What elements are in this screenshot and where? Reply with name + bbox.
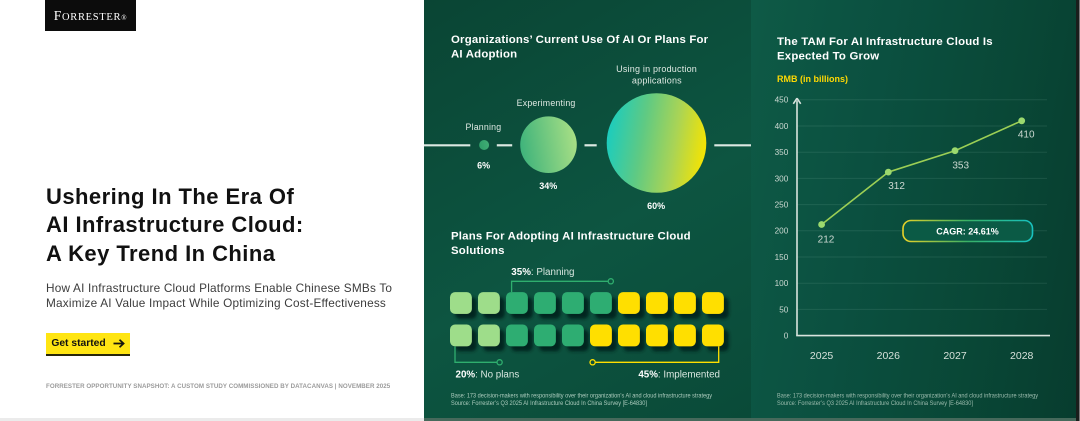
svg-text:312: 312: [888, 181, 905, 192]
svg-text:20%: No plans: 20%: No plans: [456, 370, 520, 381]
svg-text:35%: Planning: 35%: Planning: [511, 267, 574, 278]
svg-text:410: 410: [1018, 130, 1035, 141]
svg-text:300: 300: [775, 174, 789, 183]
svg-text:350: 350: [775, 148, 789, 157]
svg-text:Planning: Planning: [465, 122, 501, 132]
svg-text:Expected To Grow: Expected To Grow: [777, 51, 879, 63]
svg-text:0: 0: [784, 332, 789, 341]
svg-text:The TAM For AI Infrastructure: The TAM For AI Infrastructure Cloud Is: [777, 36, 993, 48]
svg-text:353: 353: [952, 160, 969, 171]
svg-text:applications: applications: [632, 76, 682, 86]
svg-text:2025: 2025: [810, 350, 834, 362]
svg-text:Source: Forrester’s Q3 2025 AI: Source: Forrester’s Q3 2025 AI Infrastru…: [451, 400, 647, 407]
svg-text:60%: 60%: [647, 201, 665, 211]
svg-text:Experimenting: Experimenting: [517, 98, 576, 108]
svg-text:400: 400: [775, 122, 789, 131]
svg-text:AI Adoption: AI Adoption: [451, 48, 517, 60]
svg-text:200: 200: [775, 227, 789, 236]
svg-text:34%: 34%: [539, 181, 557, 191]
svg-text:Organizations’ Current Use Of: Organizations’ Current Use Of AI Or Plan…: [451, 34, 709, 46]
svg-text:Plans For Adopting AI Infrastr: Plans For Adopting AI Infrastructure Clo…: [451, 230, 691, 242]
svg-text:6%: 6%: [477, 160, 490, 170]
svg-text:450: 450: [775, 96, 789, 105]
svg-text:45%: Implemented: 45%: Implemented: [638, 370, 720, 381]
svg-text:2026: 2026: [877, 350, 901, 362]
svg-text:150: 150: [775, 253, 789, 262]
svg-text:Source: Forrester’s Q3 2025 AI: Source: Forrester’s Q3 2025 AI Infrastru…: [777, 400, 973, 407]
svg-text:2027: 2027: [943, 350, 967, 362]
svg-text:250: 250: [775, 201, 789, 210]
svg-text:50: 50: [779, 305, 789, 314]
svg-text:100: 100: [775, 279, 789, 288]
svg-text:CAGR: 24.61%: CAGR: 24.61%: [936, 226, 999, 236]
svg-text:Solutions: Solutions: [451, 245, 505, 257]
svg-text:212: 212: [818, 234, 835, 245]
svg-text:Base: 173 decision-makers with: Base: 173 decision-makers with responsib…: [451, 392, 713, 399]
svg-text:2028: 2028: [1010, 350, 1034, 362]
svg-text:RMB (in billions): RMB (in billions): [777, 74, 848, 84]
svg-text:Using in production: Using in production: [616, 64, 697, 74]
svg-text:Base: 173 decision-makers with: Base: 173 decision-makers with responsib…: [777, 392, 1039, 399]
